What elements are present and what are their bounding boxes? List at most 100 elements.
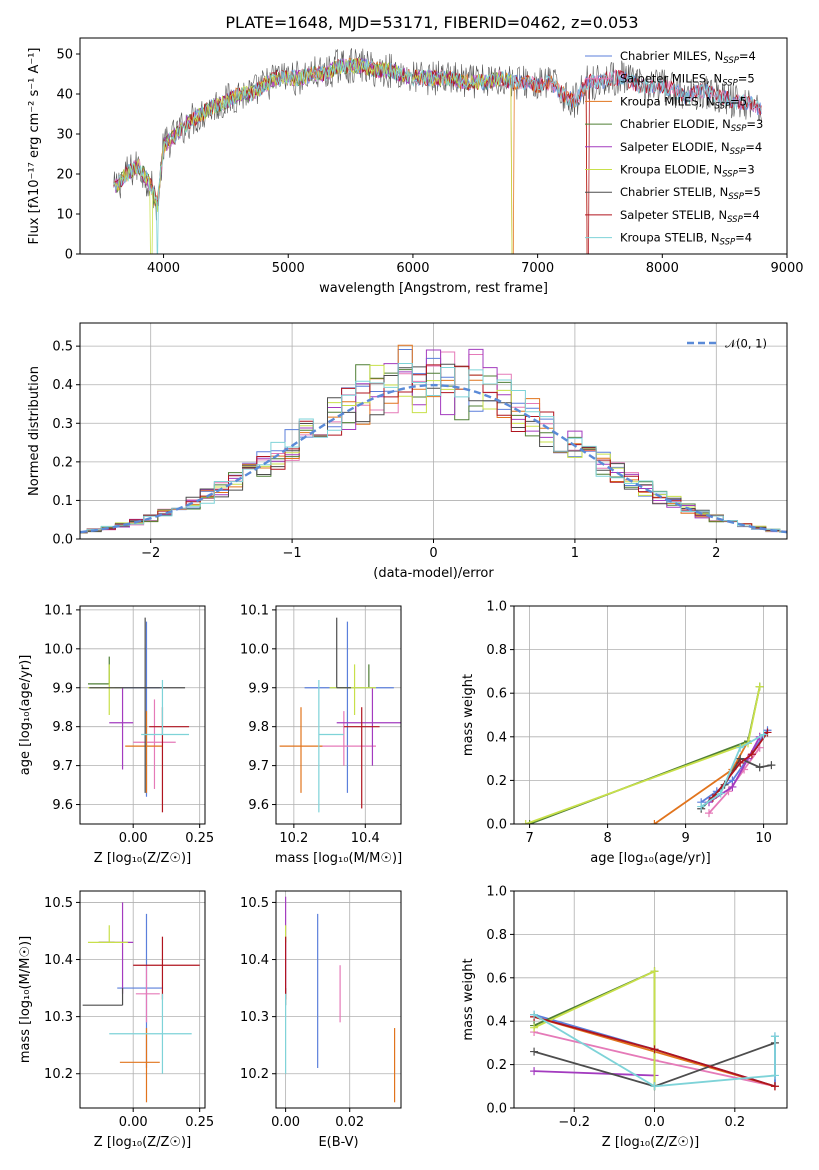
- axes-box: [79, 605, 206, 825]
- axes-frame: 4000 5000 6000 7000 8000 9000 0 10 20 30 40 50: [56, 37, 804, 276]
- errorbar-point: [109, 687, 134, 770]
- errorbar-point: [87, 925, 128, 943]
- y-tick-label: 10.1: [44, 603, 73, 618]
- errorbar-point: [336, 617, 351, 689]
- errorbar-point: [82, 988, 124, 1006]
- x-tick-label: 4000: [147, 261, 180, 276]
- plus-marker: [736, 758, 745, 767]
- x-tick-label: −2: [141, 546, 160, 561]
- plus-marker: [736, 743, 745, 752]
- y-tick-label: 9.6: [248, 798, 269, 813]
- mass-weight-line: [533, 1013, 776, 1088]
- y-tick-label: 0.0: [486, 1102, 507, 1117]
- y-tick-label: 0.6: [486, 687, 507, 702]
- y-tick-label: 9.8: [52, 720, 73, 735]
- y-axis-label: mass weight: [461, 674, 476, 756]
- y-tick-label: 10.3: [44, 1010, 73, 1025]
- y-tick-label: 0.1: [52, 494, 73, 509]
- plot-area: [113, 48, 762, 254]
- legend-entry: Kroupa STELIB, NSSP=4: [620, 231, 752, 248]
- plus-marker: [770, 1032, 779, 1041]
- axes-frame: 0.00 0.25 9.6 9.7 9.8 9.9 10.0 10.1: [44, 603, 214, 846]
- y-tick-label: 9.7: [248, 759, 269, 774]
- y-tick-label: 0.2: [52, 455, 73, 470]
- residuals-legend: 𝒩(0, 1): [687, 337, 767, 351]
- y-axis-label: Flux [fλ10⁻¹⁷ erg cm⁻² s⁻¹ A⁻¹]: [27, 48, 42, 245]
- y-tick-label: 0.8: [486, 928, 507, 943]
- errorbar-point: [279, 707, 323, 793]
- plus-marker: [728, 782, 737, 791]
- errorbar-point: [304, 621, 394, 793]
- plot-area: [530, 967, 779, 1091]
- plus-marker: [650, 1082, 659, 1091]
- y-tick-label: 10.2: [240, 1067, 269, 1082]
- axes-box: [513, 605, 788, 825]
- axes-frame: 7 8 9 10 0.0 0.2 0.4 0.6 0.8 1.0: [486, 600, 788, 846]
- y-tick-label: 10.4: [240, 953, 269, 968]
- errorbar-point: [318, 679, 344, 813]
- x-tick-label: −1: [283, 546, 302, 561]
- axes-box: [79, 890, 206, 1109]
- y-tick-label: 0.8: [486, 643, 507, 658]
- errorbar-point: [125, 711, 163, 793]
- plot-area: [82, 902, 200, 1103]
- errorbar-point: [149, 707, 190, 813]
- plot-area: [285, 896, 396, 1103]
- x-tick-label: 9000: [770, 261, 803, 276]
- y-tick-label: 9.7: [52, 759, 73, 774]
- x-tick-label: 0.00: [119, 1115, 148, 1130]
- plus-marker: [650, 967, 659, 976]
- x-axis-label: wavelength [Angstrom, rest frame]: [319, 281, 548, 296]
- axes-box: [79, 37, 788, 255]
- legend-entry: Chabrier STELIB, NSSP=5: [620, 185, 761, 202]
- spectrum-line-kroupa-miles: [113, 57, 588, 254]
- axes-frame: 0.00 0.25 10.2 10.3 10.4 10.5: [44, 890, 214, 1130]
- y-tick-label: 0.4: [486, 1015, 507, 1030]
- x-tick-label: 10.4: [351, 831, 380, 846]
- errorbar-point: [135, 965, 160, 1023]
- x-tick-label: 0: [429, 546, 437, 561]
- x-tick-label: 0.2: [724, 1115, 745, 1130]
- spectrum-legend: Chabrier MILES, NSSP=4 Salpeter MILES, NS…: [585, 49, 763, 248]
- x-axis-label: Z [log₁₀(Z/Z☉)]: [94, 1135, 191, 1150]
- plus-marker: [525, 820, 534, 824]
- errorbar-point: [117, 913, 163, 1069]
- y-tick-label: 10.4: [44, 953, 73, 968]
- plot-area: [521, 682, 776, 824]
- x-tick-label: 9: [681, 831, 689, 846]
- y-tick-label: 0.3: [52, 417, 73, 432]
- y-tick-label: 9.9: [248, 681, 269, 696]
- mass-weight-line: [700, 733, 765, 808]
- y-tick-label: 0.2: [486, 1058, 507, 1073]
- y-tick-label: 0.5: [52, 340, 73, 355]
- x-tick-label: 7: [525, 831, 533, 846]
- plot-area: [87, 617, 190, 813]
- plus-marker: [755, 682, 764, 691]
- errorbar-point: [119, 1028, 160, 1103]
- histogram-kroupa-stelib: [80, 363, 787, 533]
- axes-frame: 10.2 10.4 9.6 9.7 9.8 9.9 10.0 10.1: [240, 603, 402, 846]
- histogram-kroupa-elodie: [80, 364, 787, 533]
- spectrum-line-kroupa-stelib: [113, 59, 762, 254]
- y-tick-label: 10.1: [240, 603, 269, 618]
- plus-marker: [530, 1067, 539, 1076]
- y-tick-label: 10.0: [44, 642, 73, 657]
- y-tick-label: 0.6: [486, 971, 507, 986]
- errorbar-point: [141, 679, 190, 736]
- y-tick-label: 50: [56, 48, 73, 63]
- x-axis-label: Z [log₁₀(Z/Z☉)]: [602, 1135, 699, 1150]
- x-tick-label: 0.00: [271, 1115, 300, 1130]
- y-axis-label: mass [log₁₀(M/M☉)]: [18, 936, 33, 1063]
- plus-marker: [759, 730, 768, 739]
- y-axis-label: Normed distribution: [27, 366, 42, 496]
- y-tick-label: 0.0: [486, 818, 507, 833]
- y-tick-label: 10.2: [44, 1067, 73, 1082]
- errorbar-point: [87, 664, 123, 715]
- x-tick-label: 5000: [272, 261, 305, 276]
- errorbar-point: [89, 617, 186, 793]
- x-tick-label: −0.2: [558, 1115, 590, 1130]
- x-tick-label: 2: [712, 546, 720, 561]
- spectrum-line-kroupa-elodie: [113, 57, 513, 254]
- age-vs-metallicity-panel: 0.00 0.25 9.6 9.7 9.8 9.9 10.0 10.1 Z [log₁₀(Z/Z…: [18, 603, 214, 866]
- y-tick-label: 10.5: [44, 896, 73, 911]
